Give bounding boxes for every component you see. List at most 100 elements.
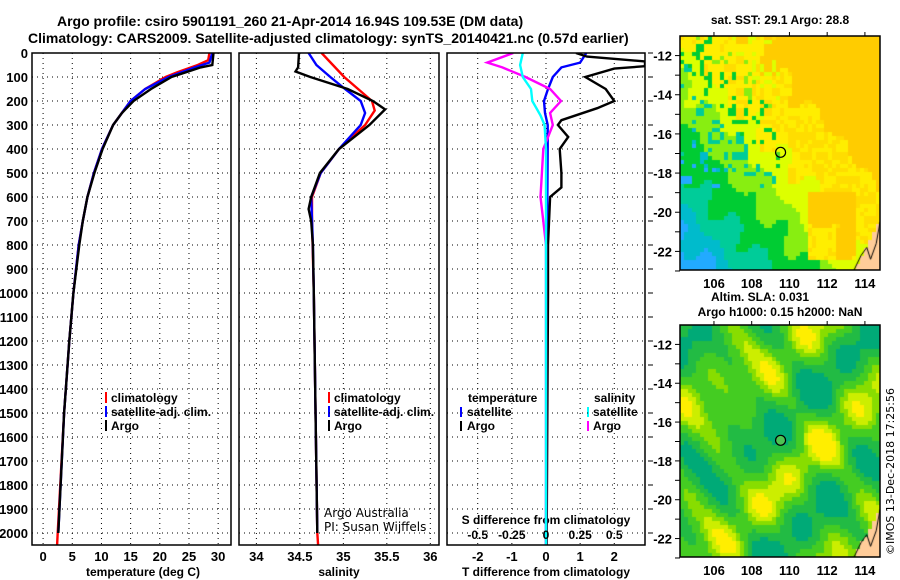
- x-tick-label: -1: [506, 549, 518, 564]
- map-x-tick-label: 112: [817, 563, 838, 578]
- sla-map-title: Altim. SLA: 0.031: [711, 290, 809, 304]
- legend-swatch-argo: [328, 420, 330, 431]
- plot-frame: [31, 52, 232, 546]
- legend-title-salinity: salinity: [594, 391, 636, 405]
- x-tick-label: 15: [123, 549, 137, 564]
- x-tick-label: 2: [611, 549, 618, 564]
- x-tick-label: 34.5: [287, 549, 312, 564]
- map-x-tick-label: 108: [741, 276, 763, 291]
- y-tick-label: 100: [6, 70, 28, 85]
- legend-label: Argo: [334, 419, 362, 433]
- map-x-tick-label: 106: [703, 276, 725, 291]
- title-line-2: Climatology: CARS2009. Satellite-adjuste…: [28, 30, 629, 46]
- y-tick-label: 1600: [0, 430, 28, 445]
- x-tick-label: -2: [472, 549, 484, 564]
- sla-map-field: [680, 325, 880, 557]
- map-y-tick-label: -22: [653, 244, 672, 259]
- map-y-tick-label: -16: [653, 415, 672, 430]
- temperature-legend: climatology satellite-adj. clim. Argo: [105, 391, 211, 433]
- series-line-argo: [57, 53, 215, 534]
- argo-float-marker: [774, 146, 787, 158]
- x-tick-label: 34: [249, 549, 264, 564]
- map-y-tick-label: -14: [653, 88, 673, 103]
- map-y-tick-label: -12: [653, 49, 672, 64]
- copyright-label: ©IMOS 13-Dec-2018 17:25:56: [884, 388, 897, 555]
- y-tick-label: 1400: [0, 382, 28, 397]
- plot-frame: [238, 52, 440, 546]
- map-x-tick-label: 108: [741, 563, 763, 578]
- series-line-s-argo: [483, 53, 563, 545]
- pi-label: PI: Susan Wijffels: [324, 520, 426, 534]
- title-line-1: Argo profile: csiro 5901191_260 21-Apr-2…: [57, 13, 523, 29]
- legend-label: climatology: [334, 391, 401, 405]
- y-tick-label: 1000: [0, 286, 28, 301]
- legend-swatch-climatology: [328, 392, 330, 403]
- map-y-tick-label: -22: [653, 532, 672, 547]
- y-tick-label: 1800: [0, 478, 28, 493]
- map-y-tick-label: -14: [653, 376, 673, 391]
- y-tick-label: 1900: [0, 502, 28, 517]
- legend-swatch-s-argo: [587, 421, 589, 431]
- y-tick-label: 1700: [0, 454, 28, 469]
- legend-swatch-t-satellite: [460, 407, 462, 417]
- y-tick-label: 400: [6, 142, 28, 157]
- sla-map-subtitle: Argo h1000: 0.15 h2000: NaN: [698, 305, 863, 319]
- legend-swatch-climatology: [105, 392, 107, 403]
- map-x-tick-label: 106: [703, 563, 725, 578]
- series-line-t-argo: [545, 53, 645, 545]
- sst-map: [675, 32, 881, 272]
- x-tick-label: 0: [542, 549, 549, 564]
- y-tick-label: 2000: [0, 526, 28, 541]
- x2-tick-label: 0: [543, 528, 550, 542]
- series-line-argo: [293, 53, 387, 534]
- salinity-xlabel: salinity: [318, 565, 360, 579]
- map-y-tick-label: -12: [653, 337, 672, 352]
- x-tick-label: 36: [423, 549, 437, 564]
- x-tick-label: 35.5: [374, 549, 399, 564]
- x2-tick-label: 0.5: [606, 528, 623, 542]
- argo-float-marker: [774, 434, 787, 446]
- credit-label: Argo Australia: [324, 506, 409, 520]
- legend-label: Argo: [467, 419, 495, 433]
- x-tick-label: 0: [39, 549, 46, 564]
- x-tick-label: 10: [94, 549, 108, 564]
- x2-tick-label: 0.25: [568, 528, 592, 542]
- y-tick-label: 0: [21, 46, 28, 61]
- x-tick-label: 35: [336, 549, 350, 564]
- salinity-panel: [238, 52, 440, 546]
- salinity-legend: climatology satellite-adj. clim. Argo: [328, 391, 434, 433]
- y-tick-label: 600: [6, 190, 28, 205]
- legend-swatch-argo: [105, 420, 107, 431]
- series-line-s-satellite: [518, 53, 548, 545]
- y-tick-label: 1100: [0, 310, 28, 325]
- y-tick-label: 700: [6, 214, 28, 229]
- temperature-xlabel: temperature (deg C): [86, 565, 200, 579]
- sst-map-field: [680, 36, 880, 270]
- y-tick-label: 800: [6, 238, 28, 253]
- y-tick-label: 1200: [0, 334, 28, 349]
- map-y-tick-label: -16: [653, 127, 672, 142]
- map-x-tick-label: 112: [817, 276, 838, 291]
- temperature-panel: [31, 52, 232, 546]
- legend-label: climatology: [111, 391, 178, 405]
- y-tick-label: 500: [6, 166, 28, 181]
- legend-swatch-satellite: [328, 406, 330, 417]
- legend-title-temperature: temperature: [468, 391, 538, 405]
- t-diff-xlabel: T difference from climatology: [462, 565, 630, 579]
- legend-label: satellite: [467, 405, 512, 419]
- legend-label: Argo: [111, 419, 139, 433]
- x-tick-label: 25: [182, 549, 196, 564]
- legend-swatch-t-argo: [460, 421, 462, 431]
- legend-label: satellite-adj. clim.: [334, 405, 434, 419]
- difference-panel: [446, 52, 653, 546]
- legend-swatch-satellite: [105, 406, 107, 417]
- y-tick-label: 1500: [0, 406, 28, 421]
- legend-label: satellite-adj. clim.: [111, 405, 211, 419]
- x2-tick-label: -0.25: [498, 528, 526, 542]
- y-tick-label: 900: [6, 262, 28, 277]
- map-y-tick-label: -18: [653, 454, 672, 469]
- map-x-tick-label: 114: [854, 563, 876, 578]
- map-y-tick-label: -18: [653, 166, 672, 181]
